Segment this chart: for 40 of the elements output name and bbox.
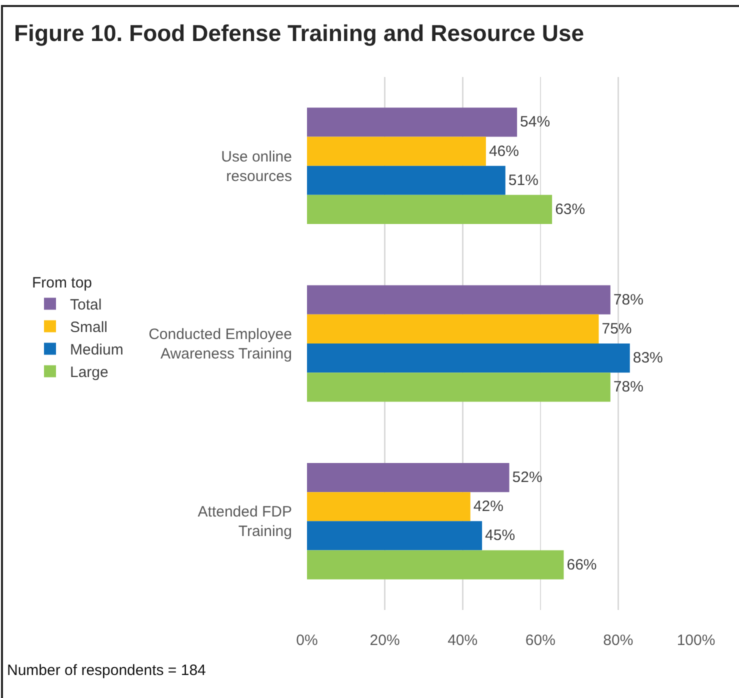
- legend-label: Medium: [70, 342, 124, 359]
- y-tick-label: Attended FDP Training: [198, 504, 292, 540]
- bar: [307, 372, 610, 402]
- chart-title: Figure 10. Food Defense Training and Resource Use: [14, 20, 584, 46]
- legend-label: Total: [70, 296, 102, 314]
- x-tick-label: 40%: [448, 632, 478, 649]
- data-label: 51%: [508, 172, 538, 189]
- legend-title: From top: [32, 274, 92, 292]
- legend-label: Large: [70, 364, 108, 382]
- bar: [307, 136, 486, 166]
- x-tick-label: 20%: [370, 632, 400, 649]
- data-label: 46%: [488, 142, 519, 160]
- bar: [307, 521, 482, 550]
- bar: [307, 462, 510, 492]
- data-label: 78%: [613, 291, 644, 308]
- data-label: 66%: [566, 556, 597, 574]
- y-tick-label: Conducted Employee Awareness Training: [148, 326, 292, 362]
- bar: [307, 166, 506, 195]
- bar: [307, 492, 470, 522]
- text: Number of respondents = 184: [7, 662, 206, 679]
- bar: [307, 108, 518, 137]
- data-label: 78%: [613, 378, 644, 396]
- bar: [307, 314, 599, 344]
- data-label: 63%: [555, 200, 586, 218]
- bar: [307, 285, 610, 314]
- x-tick-label: 80%: [603, 632, 634, 649]
- bar: [307, 194, 552, 224]
- data-label: 83%: [632, 350, 663, 367]
- data-label: 52%: [512, 469, 542, 486]
- x-tick-label: 60%: [525, 632, 556, 649]
- x-tick-label: 0%: [296, 632, 318, 649]
- data-label: 75%: [602, 320, 632, 338]
- y-tick-label: Use online resources: [221, 148, 292, 185]
- x-tick-label: 100%: [676, 632, 716, 649]
- bar: [307, 550, 564, 580]
- data-label: 54%: [520, 114, 550, 131]
- data-label: 45%: [485, 527, 516, 544]
- bar: [307, 344, 630, 373]
- legend-label: Small: [70, 319, 108, 336]
- data-label: 42%: [473, 498, 504, 516]
